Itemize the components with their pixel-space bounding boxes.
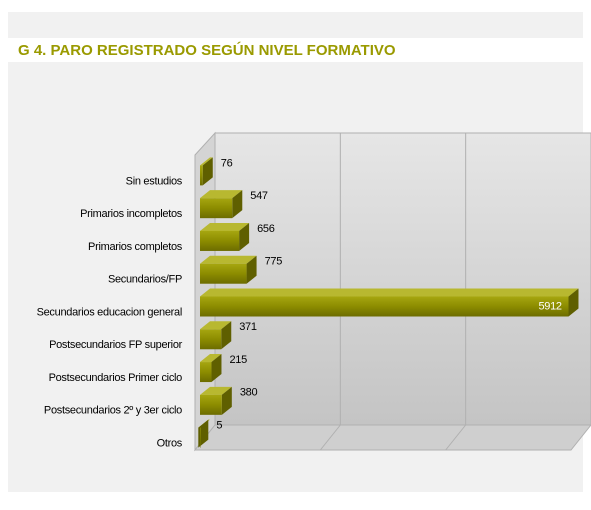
bar-front [200, 198, 233, 219]
bar-front [200, 165, 203, 186]
y-tick-label: Primarios completos [88, 241, 183, 253]
grid-line [445, 424, 467, 451]
value-label: 547 [250, 190, 268, 202]
chart-title: G 4. PARO REGISTRADO SEGÚN NIVEL FORMATI… [18, 41, 396, 59]
bar-front [200, 296, 569, 317]
bar [200, 321, 232, 350]
value-label: 5 [216, 420, 222, 432]
bar-side [568, 288, 579, 317]
bar [200, 222, 250, 251]
value-label: 371 [239, 321, 257, 333]
bar-front [200, 394, 222, 415]
y-tick-label: Secundarios educacion general [37, 306, 182, 318]
bar-side [211, 354, 222, 383]
bar-top [200, 386, 232, 395]
bar-side [221, 386, 232, 415]
title-bar [8, 38, 591, 62]
y-tick-label: Otros [157, 438, 183, 450]
bar-front [200, 362, 212, 383]
bar-front [200, 263, 247, 284]
floor [193, 424, 591, 451]
value-label: 656 [257, 223, 275, 235]
value-label: 380 [240, 387, 258, 399]
value-label: 5912 [538, 300, 561, 312]
bar-top [200, 288, 579, 297]
y-tick-label: Sin estudios [126, 175, 183, 187]
bar [200, 386, 232, 415]
y-tick-label: Primarios incompletos [80, 208, 183, 220]
bar-top [200, 190, 243, 199]
bar [200, 157, 213, 186]
bar-top [200, 321, 232, 330]
bar-side [239, 222, 250, 251]
value-label: 215 [229, 354, 247, 366]
bar-front [200, 329, 222, 350]
bar-side [202, 157, 213, 186]
bar [198, 419, 210, 448]
y-tick-label: Postsecundarios FP superior [49, 339, 183, 351]
value-label: 76 [221, 157, 233, 169]
back-wall [214, 132, 591, 426]
bar-top [200, 354, 222, 363]
bar-top [200, 157, 213, 166]
bar [200, 288, 579, 317]
bar-front [200, 230, 240, 251]
y-tick-label: Postsecundarios Primer ciclo [49, 372, 183, 384]
bar [200, 255, 257, 284]
bar-side [246, 255, 257, 284]
bar [200, 354, 222, 383]
bar-side [198, 419, 209, 448]
bar-top [200, 255, 257, 264]
bar-side [221, 321, 232, 350]
y-tick-label: Postsecundarios 2º y 3er ciclo [44, 405, 182, 417]
bar-front [200, 427, 201, 448]
bar [200, 190, 243, 219]
y-tick-label: Secundarios/FP [108, 274, 182, 286]
grid-line [319, 424, 341, 451]
value-label: 775 [265, 256, 283, 268]
bar-top [200, 222, 250, 231]
bar-side [232, 190, 243, 219]
